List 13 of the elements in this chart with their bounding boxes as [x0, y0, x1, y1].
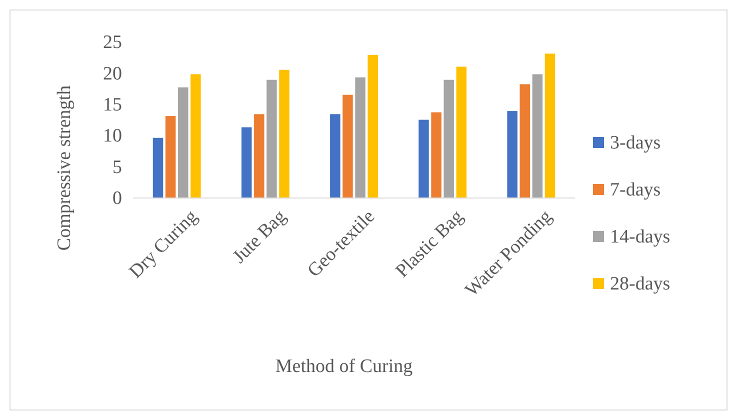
y-tick-label: 20	[103, 63, 122, 84]
x-axis-title: Method of Curing	[275, 356, 414, 377]
y-tick-label: 0	[112, 188, 122, 210]
legend-label: 3-days	[610, 132, 661, 154]
legend-label: 28-days	[610, 274, 670, 295]
y-tick-label: 10	[103, 126, 122, 147]
y-axis-title: Compressive strength	[54, 84, 75, 251]
legend-label: 7-days	[610, 180, 661, 201]
y-tick-label: 15	[103, 94, 122, 116]
legend-label: 14-days	[610, 226, 670, 248]
y-tick-label: 5	[112, 156, 122, 178]
x-tick-label: Jute Bag	[228, 206, 291, 268]
y-tick-label: 25	[103, 32, 122, 54]
